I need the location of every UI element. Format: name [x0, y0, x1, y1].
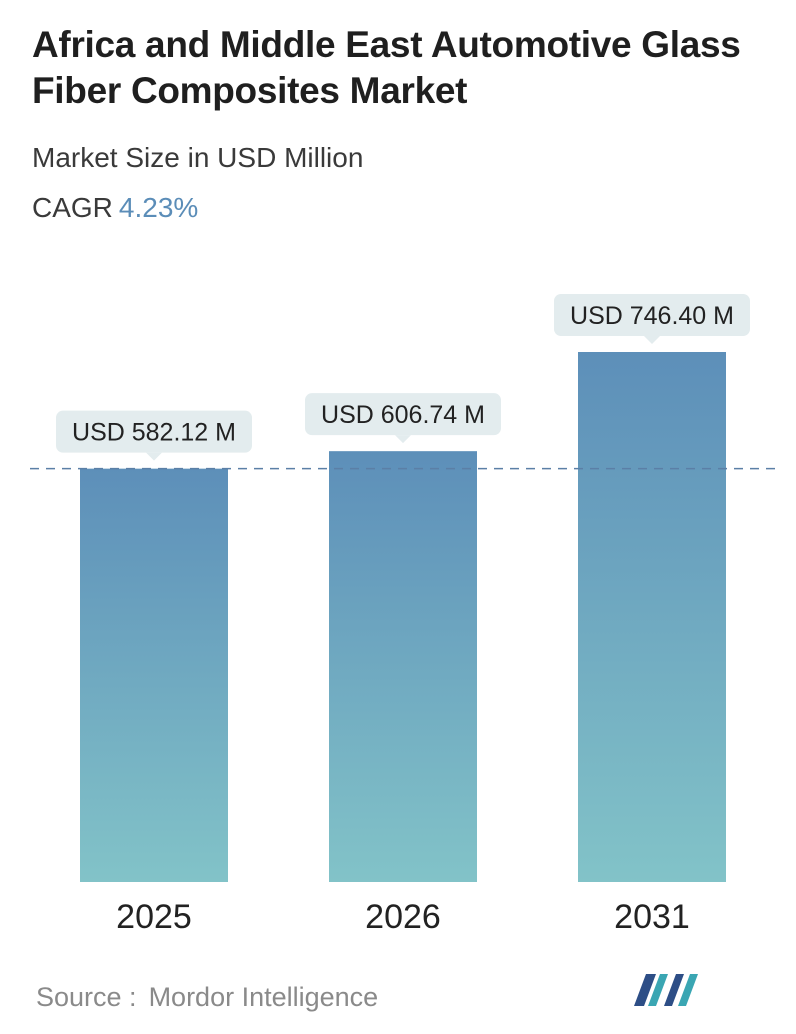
x-tick-label-2025: 2025 [116, 898, 192, 936]
bar-2026 [329, 451, 477, 882]
source-label: Source : [36, 982, 137, 1012]
data-label-text: USD 746.40 M [570, 302, 734, 330]
data-label-2031: USD 746.40 M [554, 294, 750, 344]
bar-chart: USD 582.12 M USD 606.74 M USD 746.40 M 202… [30, 294, 780, 936]
data-label-text: USD 582.12 M [72, 419, 236, 447]
data-label-text: USD 606.74 M [321, 401, 485, 429]
bar-2031 [578, 352, 726, 882]
mordor-intelligence-logo-icon [634, 974, 698, 1006]
x-tick-label-2031: 2031 [614, 898, 690, 936]
bar-2025 [80, 468, 228, 882]
source-line: Source : Mordor Intelligence [36, 980, 378, 1014]
data-label-2026: USD 606.74 M [305, 393, 501, 444]
source-value: Mordor Intelligence [148, 982, 379, 1012]
x-tick-label-2026: 2026 [365, 898, 441, 936]
chart-title: Africa and Middle East Automotive Glass … [32, 24, 741, 111]
data-label-2025: USD 582.12 M [56, 410, 252, 461]
cagr-line: CAGR 4.23% [32, 190, 198, 226]
cagr-label: CAGR [32, 192, 113, 223]
cagr-value: 4.23% [118, 192, 199, 223]
chart-subtitle: Market Size in USD Million [32, 142, 364, 173]
